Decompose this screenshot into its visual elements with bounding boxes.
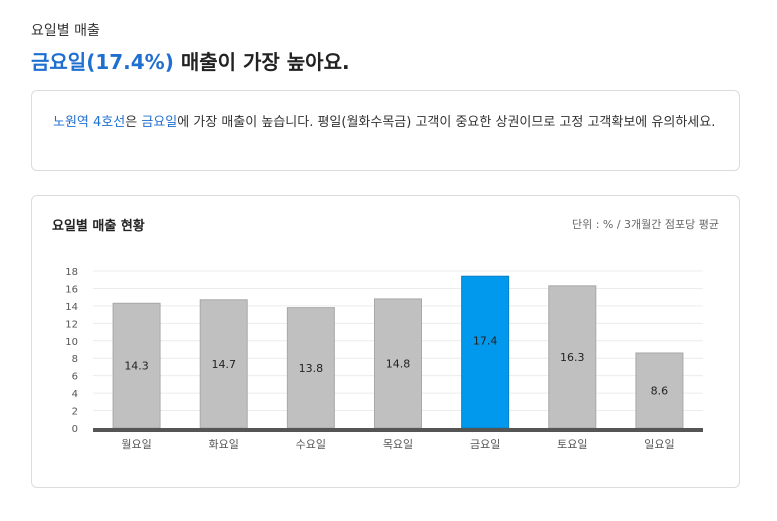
y-tick-label: 8: [72, 354, 78, 365]
section-label: 요일별 매출: [31, 23, 100, 39]
y-tick-label: 16: [65, 284, 78, 295]
chart-unit: 단위 : % / 3개월간 점포당 평균: [571, 218, 719, 231]
y-tick-label: 14: [65, 302, 78, 313]
y-tick-label: 0: [72, 424, 78, 435]
headline-highlight: 금요일(17.4%): [31, 50, 174, 74]
bar-value-label: 16.3: [560, 351, 585, 364]
day-highlight: 금요일: [141, 115, 178, 130]
y-tick-label: 6: [72, 372, 78, 383]
description-text-2: 에 가장 매출이 높습니다. 평일(월화수목금) 고객이 중요한 상권이므로 고…: [177, 115, 716, 130]
bar-value-label: 14.8: [386, 357, 411, 370]
bar-3: [374, 298, 422, 429]
y-tick-label: 4: [72, 389, 78, 400]
bar-value-label: 13.8: [299, 362, 324, 375]
description-card: 노원역 4호선은 금요일에 가장 매출이 높습니다. 평일(월화수목금) 고객이…: [31, 90, 740, 171]
x-tick-label: 화요일: [209, 437, 239, 451]
x-tick-label: 목요일: [383, 437, 413, 451]
bar-2: [286, 307, 335, 429]
x-tick-label: 일요일: [644, 437, 674, 451]
bar-value-label: 14.7: [211, 358, 236, 371]
bar-1: [199, 299, 248, 429]
chart-title: 요일별 매출 현황: [52, 219, 145, 234]
chart-card: 요일별 매출 현황 단위 : % / 3개월간 점포당 평균 0 2 4 6 8 10 12…: [31, 195, 740, 488]
bar-value-label: 8.6: [651, 384, 669, 397]
x-tick-label: 수요일: [296, 437, 326, 451]
bar-4: [461, 275, 510, 429]
y-tick-label: 18: [65, 267, 78, 278]
x-tick-label: 토요일: [557, 437, 587, 451]
headline: 금요일(17.4%) 매출이 가장 높아요.: [31, 46, 350, 75]
y-tick-label: 2: [72, 407, 78, 418]
bar-6: [635, 352, 684, 429]
y-tick-label: 12: [65, 319, 78, 330]
headline-text: 매출이 가장 높아요.: [173, 50, 350, 74]
y-tick-label: 10: [65, 337, 78, 348]
bar-0: [112, 302, 161, 429]
x-axis-baseline: [93, 428, 703, 432]
bar-chart: 0 2 4 6 8 10 12 14 16 18 14.3 월요일 14.7 화요일 13.8 수요일 14.8…: [65, 267, 703, 451]
bar-value-label: 14.3: [124, 360, 149, 373]
bar-value-label: 17.4: [473, 335, 498, 348]
area-name: 노원역 4호선: [53, 115, 126, 130]
x-tick-label: 월요일: [121, 437, 151, 451]
description-text-1: 은: [125, 115, 142, 130]
bar-5: [548, 285, 597, 429]
x-tick-label: 금요일: [470, 437, 500, 451]
